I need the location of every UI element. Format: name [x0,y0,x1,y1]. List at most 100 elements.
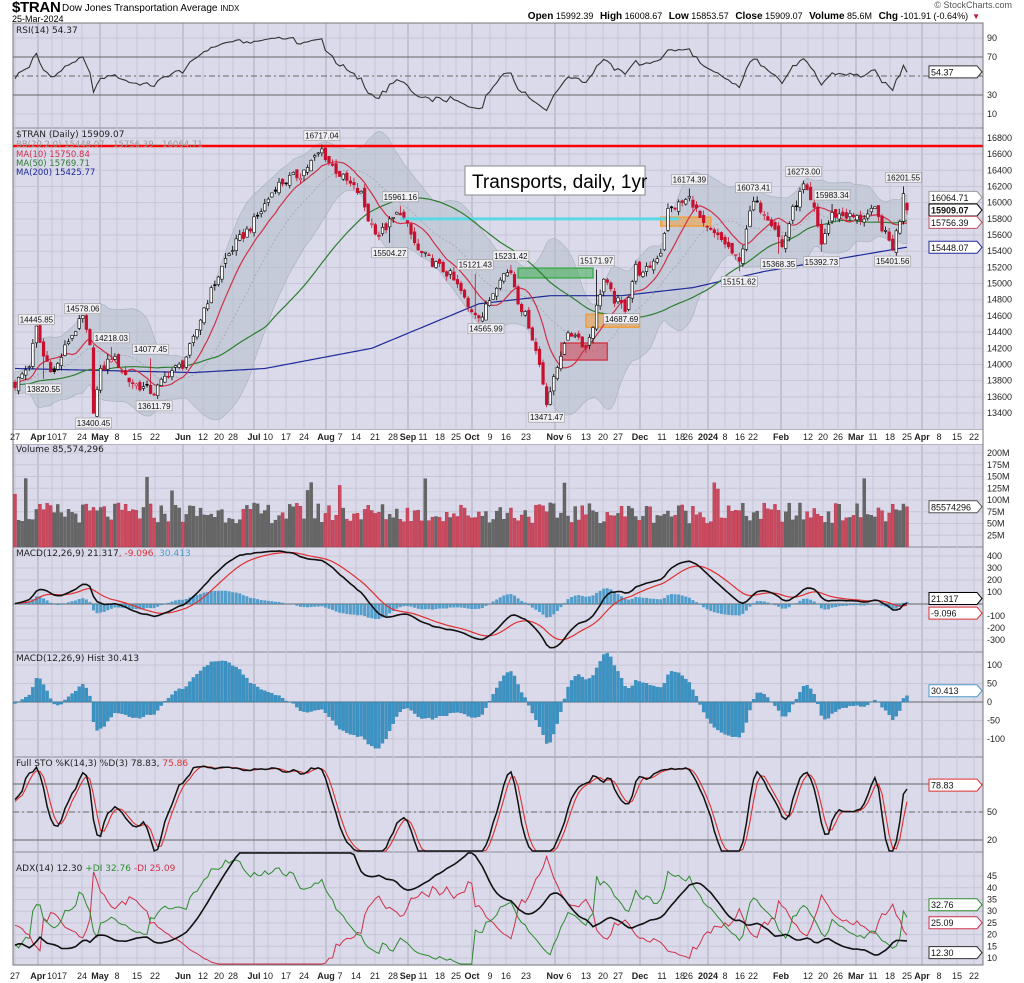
macd-histogram-bar [627,688,631,703]
candle-body [520,304,524,313]
volume-bar [823,522,827,548]
macd-histogram-bar [24,697,28,703]
volume-bar [844,517,849,548]
macd-histogram-bar [748,701,752,711]
price-label-box [803,256,840,268]
macd-histogram-bar [505,672,510,703]
x-axis-label: 15 [952,432,962,442]
macd-histogram-bar [809,688,813,703]
macd-histogram-bar [730,701,734,737]
volume-bar [73,513,78,548]
macd-histogram-bar [734,701,738,737]
candle-body [698,210,702,218]
volume-bar [34,509,39,548]
candle-body [734,253,738,256]
macd-overlay-hist-bar [20,603,24,604]
x-axis-label: Nov [546,971,563,981]
volume-bar [52,512,56,548]
macd-overlay-hist-bar [84,599,88,604]
volume-tick-label: 75M [987,507,1005,517]
adx-legend-main: ADX(14) 12.30 [16,864,83,874]
macd-histogram-bar [366,701,370,745]
candle-body [152,393,156,396]
candle-body [680,200,684,203]
candle-body [313,155,317,158]
macd-overlay-hist-bar [427,604,431,610]
candle-body [184,356,188,368]
price-label: 16174.39 [673,176,707,185]
candle-body [566,332,570,341]
ma50-line [15,196,908,386]
volume-bar [373,513,378,548]
macd-histogram-bar [238,669,242,703]
volume-bar [416,509,420,548]
x-axis-label: 26 [683,432,693,442]
macd-histogram-bar [56,701,60,706]
chart-marks [13,36,983,965]
volume-bar [544,511,549,548]
volume-bar [427,520,431,548]
candle-body [77,318,81,329]
x-axis-label: 23 [521,432,531,442]
macd-histogram-bar [309,701,313,712]
macd-histogram-bar [270,693,274,703]
macd-histogram-bar [223,660,228,703]
price-label-box [25,383,62,395]
macd-overlay-hist-bar [88,602,92,604]
candle-body [491,293,495,300]
volume-bar [659,515,663,548]
candle-body [273,189,278,192]
macd-overlay-hist-bar [673,594,677,604]
annotation-box[interactable]: Transports, daily, 1yr [464,165,648,196]
adx-tick-label: 45 [987,871,997,881]
macd-histogram-bar [530,701,535,714]
candle-body [423,251,427,254]
close-value: 15909.07 [765,11,803,21]
sto-tick-label: 20 [987,835,997,845]
volume-bar [694,514,699,548]
candle-body [766,216,770,221]
volume-bar [131,509,135,548]
macd-overlay-hist-bar [894,604,898,609]
macd-histogram-bar [123,701,128,715]
ma200-legend: MA(200) 15425.77 [16,168,95,178]
x-axis-label: Mar [848,971,865,981]
macd-overlay-hist-bar [637,597,641,604]
x-axis-label: 8 [114,432,119,442]
volume-bar [230,519,235,548]
chart-date: 25-Mar-2024 [12,14,64,24]
volume-bar [209,513,213,548]
candle-body [173,365,178,368]
price-label: 15121.43 [459,261,493,270]
macd-histogram-bar [537,701,542,727]
volume-bar [773,504,777,548]
candle-body [559,356,563,369]
candle-body [759,202,763,213]
macd-histogram-bar [98,701,103,729]
macd-histogram-bar [794,699,799,703]
macd-histogram-bar [520,692,524,703]
macd-histogram-bar [370,701,374,747]
macd-overlay-hist-bar [463,604,467,608]
macd-histogram-bar [787,701,791,713]
symbol-name: Dow Jones Transportation Average [62,3,218,14]
volume-bar [623,516,627,548]
stockcharts-copyright[interactable]: © StockCharts.com [934,0,1012,10]
macd-histogram-bar [102,701,106,727]
volume-bar [523,510,527,548]
candle-body [834,209,838,218]
macd-overlay-hist-bar [24,602,28,604]
candle-body [898,221,902,234]
volume-bar [59,512,64,548]
x-axis-label: 2024 [698,971,718,981]
volume-bar [612,515,617,548]
volume-bar [619,505,624,548]
candle-body [562,343,567,355]
macd-overlay-hist-bar [744,604,748,611]
volume-bar [830,522,834,548]
candle-body [120,370,124,373]
volume-bar [502,519,506,548]
minus-di-tag-box [928,916,983,930]
candle-body [159,378,163,386]
